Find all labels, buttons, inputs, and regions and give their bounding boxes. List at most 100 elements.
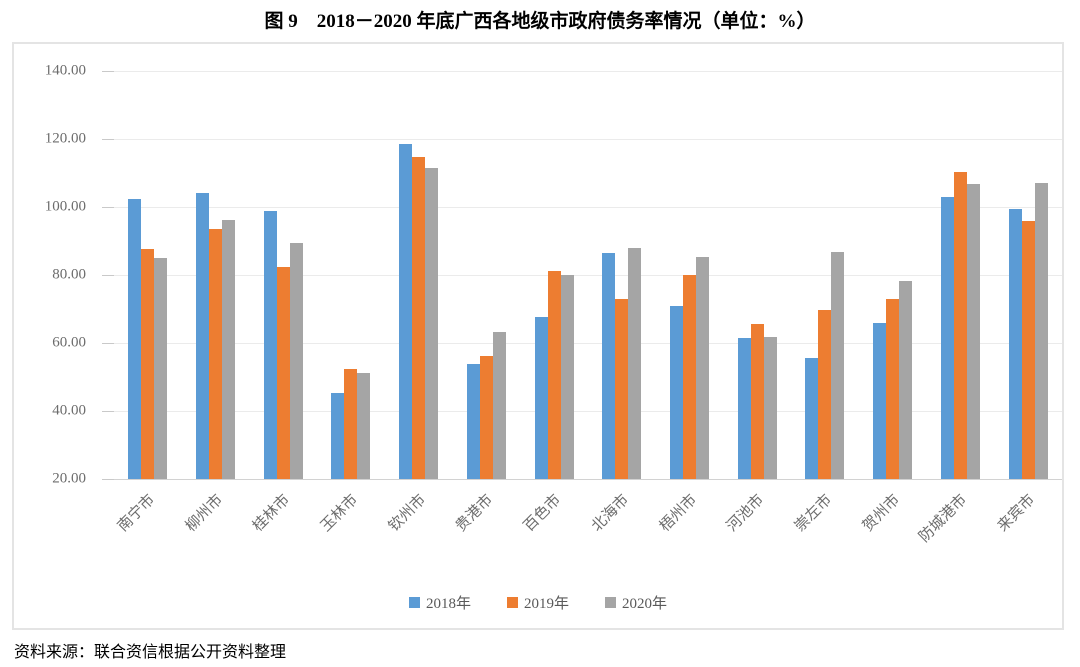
bar-group	[249, 71, 317, 479]
bar-2020年-贺州市	[899, 280, 913, 479]
bar-group	[927, 71, 995, 479]
bar-2020年-玉林市	[357, 372, 371, 479]
bar-2019年-玉林市	[344, 368, 358, 479]
bar-2019年-钦州市	[412, 157, 426, 479]
bar-group	[791, 71, 859, 479]
bar-group	[588, 71, 656, 479]
bar-group	[994, 71, 1062, 479]
bar-2020年-贵港市	[492, 331, 506, 479]
x-axis-label: 南宁市	[114, 491, 159, 535]
bar-group	[656, 71, 724, 479]
y-axis-label: 40.00	[52, 402, 86, 419]
legend-item-2018年: 2018年	[408, 592, 471, 613]
legend-label: 2020年	[622, 596, 668, 612]
bar-2018年-来宾市	[1008, 208, 1022, 479]
x-axis-label: 柳州市	[182, 491, 226, 535]
y-axis-label: 140.00	[44, 62, 86, 79]
bar-2018年-贺州市	[873, 323, 887, 479]
bar-2020年-南宁市	[154, 258, 168, 479]
gridline	[114, 411, 1062, 412]
legend-item-2020年: 2020年	[605, 592, 667, 613]
bar-2020年-来宾市	[1034, 182, 1048, 479]
y-axis-tick	[102, 479, 114, 480]
chart-legend: 2018年 2019年 2020年	[14, 592, 1062, 613]
y-axis-label: 100.00	[44, 198, 86, 215]
y-axis-tick	[102, 71, 114, 72]
bar-2019年-柳州市	[209, 229, 223, 479]
bar-2018年-北海市	[602, 252, 616, 479]
bar-2019年-来宾市	[1021, 220, 1035, 479]
plot-area: 140.00 120.00 100.00 80.00 60.00 40.00 20.00 南宁…	[14, 44, 1062, 628]
legend-label: 2018年	[425, 596, 471, 612]
bar-2020年-桂林市	[289, 243, 303, 479]
y-axis-tick	[102, 411, 114, 412]
legend-swatch	[506, 597, 518, 608]
bar-2020年-柳州市	[222, 219, 236, 479]
bar-group	[723, 71, 791, 479]
bar-2019年-南宁市	[141, 249, 155, 479]
bar-2020年-河池市	[763, 337, 777, 479]
bar-2019年-桂林市	[276, 267, 290, 479]
x-axis-label: 百色市	[521, 491, 565, 535]
gridline	[114, 71, 1062, 72]
bar-2020年-梧州市	[696, 257, 710, 479]
bar-2019年-崇左市	[818, 309, 832, 479]
bar-2018年-柳州市	[196, 192, 210, 479]
x-axis-line	[114, 479, 1062, 480]
bar-2020年-北海市	[628, 247, 642, 479]
bar-2018年-百色市	[534, 316, 548, 479]
bar-2020年-百色市	[560, 274, 574, 479]
legend-label: 2019年	[523, 596, 569, 612]
chart-title: 图 9 2018－2020 年底广西各地级市政府债务率情况（单位：%）	[264, 11, 816, 32]
bar-group	[317, 71, 385, 479]
y-axis-tick	[102, 275, 114, 276]
x-axis-label: 来宾市	[995, 491, 1039, 535]
gridline	[114, 343, 1062, 344]
bar-2020年-崇左市	[831, 252, 845, 479]
bar-2020年-防城港市	[966, 184, 980, 479]
bar-2019年-北海市	[615, 298, 629, 479]
bar-2018年-玉林市	[331, 393, 345, 479]
bar-group	[453, 71, 521, 479]
x-axis-label: 防城港市	[916, 491, 971, 546]
legend-swatch	[605, 597, 616, 608]
bar-2018年-崇左市	[805, 358, 819, 479]
x-axis-label: 贵港市	[453, 491, 497, 535]
x-axis-label: 北海市	[588, 491, 633, 535]
x-axis-label: 崇左市	[791, 491, 836, 535]
bar-2018年-南宁市	[128, 198, 142, 479]
bar-2019年-防城港市	[953, 171, 967, 479]
gridline	[114, 139, 1062, 140]
y-axis-tick	[102, 343, 114, 344]
bar-2019年-百色市	[547, 270, 561, 479]
x-axis-label: 桂林市	[250, 491, 294, 535]
x-axis-label: 河池市	[724, 491, 768, 535]
bar-2019年-河池市	[750, 323, 764, 479]
x-axis-label: 钦州市	[385, 491, 429, 535]
bar-2018年-钦州市	[399, 143, 413, 479]
chart-frame: 140.00 120.00 100.00 80.00 60.00 40.00 20.00 南宁…	[12, 42, 1064, 630]
bar-2019年-梧州市	[683, 275, 697, 479]
bar-2020年-钦州市	[425, 167, 439, 479]
y-axis-label: 60.00	[52, 334, 86, 351]
bar-group	[114, 71, 182, 479]
bar-2018年-贵港市	[466, 363, 480, 479]
x-axis-label: 贺州市	[859, 491, 903, 535]
bar-2019年-贵港市	[479, 355, 493, 479]
bar-group	[385, 71, 453, 479]
bar-group	[520, 71, 588, 479]
x-axis-label: 玉林市	[317, 491, 362, 535]
y-axis-tick	[102, 207, 114, 208]
source-note: 资料来源：联合资信根据公开资料整理	[14, 644, 287, 661]
bar-2019年-贺州市	[886, 298, 900, 479]
legend-item-2019年: 2019年	[506, 592, 569, 613]
y-axis-tick	[102, 139, 114, 140]
bar-2018年-防城港市	[940, 196, 954, 479]
y-axis-label: 120.00	[44, 130, 86, 147]
bar-2018年-河池市	[737, 337, 751, 479]
gridline	[114, 207, 1062, 208]
x-axis-label: 梧州市	[656, 491, 700, 535]
bar-group	[182, 71, 250, 479]
legend-swatch	[408, 597, 420, 608]
bar-2018年-梧州市	[670, 305, 684, 479]
